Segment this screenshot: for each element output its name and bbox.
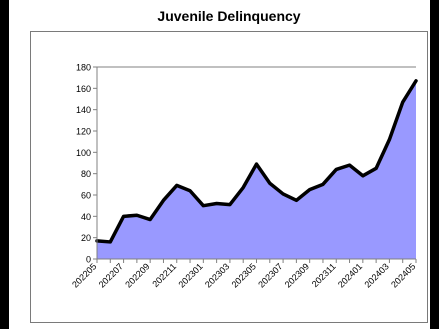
x-tick-label: 202311 (310, 261, 338, 289)
x-tick-label: 202307 (256, 261, 284, 289)
x-tick-label: 202207 (97, 261, 125, 289)
x-tick-label: 202303 (203, 261, 231, 289)
x-tick-label: 202205 (70, 261, 98, 289)
y-tick-label: 40 (81, 212, 91, 222)
left-frame-bar (0, 0, 9, 329)
x-tick-label: 202211 (150, 261, 178, 289)
y-tick-label: 60 (81, 191, 91, 201)
y-tick-label: 120 (76, 127, 91, 137)
x-tick-label: 202405 (389, 261, 417, 289)
x-tick-label: 202305 (230, 261, 258, 289)
right-frame-bar (430, 0, 439, 329)
y-tick-label: 20 (81, 233, 91, 243)
x-tick-label: 202403 (363, 261, 391, 289)
x-tick-label: 202301 (176, 261, 204, 289)
y-tick-label: 140 (76, 105, 91, 115)
y-tick-label: 180 (76, 63, 91, 73)
x-tick-label: 202309 (283, 261, 311, 289)
y-tick-label: 0 (86, 255, 91, 265)
chart-title: Juvenile Delinquency (157, 8, 301, 24)
x-tick-label: 202401 (336, 261, 364, 289)
y-tick-label: 80 (81, 169, 91, 179)
y-tick-label: 100 (76, 148, 91, 158)
series-line (95, 79, 418, 244)
y-tick-label: 160 (76, 84, 91, 94)
x-tick-label: 202209 (123, 261, 151, 289)
area-fill (97, 80, 416, 259)
